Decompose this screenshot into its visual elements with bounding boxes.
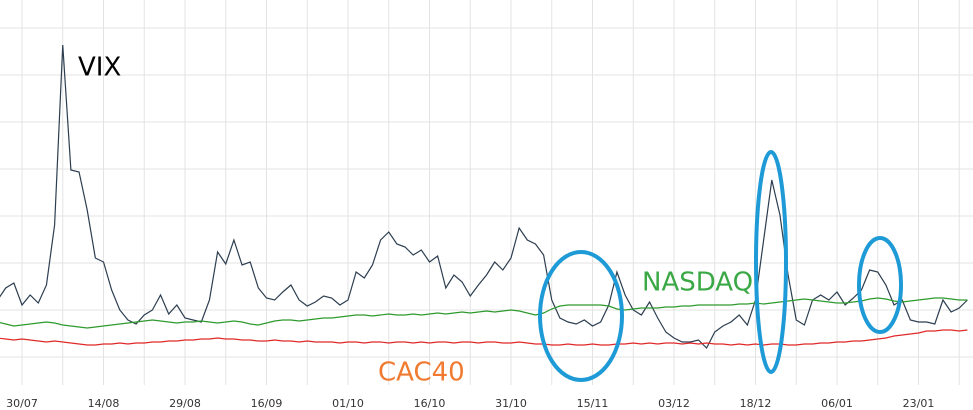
highlight-ring [538, 250, 624, 382]
highlight-ring [754, 150, 788, 374]
x-tick-label: 29/08 [169, 397, 201, 410]
x-tick-label: 16/10 [414, 397, 446, 410]
x-tick-label: 18/12 [740, 397, 772, 410]
labels: 30/07 14/08 29/08 16/09 01/10 16/10 31/10 15/11… [6, 53, 934, 410]
x-tick-label: 06/01 [821, 397, 853, 410]
series-line [0, 329, 968, 346]
x-tick-label: 16/09 [251, 397, 283, 410]
highlight-ring [857, 236, 903, 334]
series-label: NASDAQ [642, 268, 753, 298]
series-label: CAC40 [378, 358, 465, 388]
x-tick-label: 03/12 [658, 397, 690, 410]
grid [0, 0, 973, 385]
x-tick-label: 23/01 [903, 397, 935, 410]
x-tick-label: 15/11 [577, 397, 609, 410]
lines [0, 44, 968, 350]
x-tick-label: 01/10 [332, 397, 364, 410]
series-label: VIX [78, 53, 121, 83]
x-tick-label: 14/08 [88, 397, 120, 410]
x-tick-label: 31/10 [495, 397, 527, 410]
x-tick-label: 30/07 [6, 397, 38, 410]
series-line [0, 297, 968, 329]
series-line [0, 44, 968, 350]
